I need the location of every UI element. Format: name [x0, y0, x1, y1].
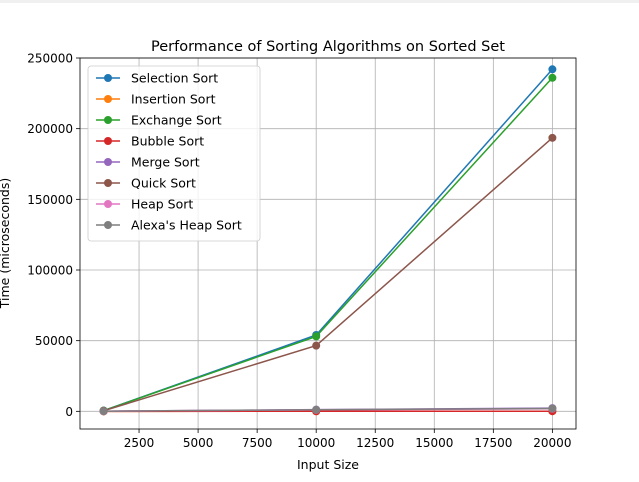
- legend-box: [87, 65, 261, 242]
- y-tick-label: 50000: [35, 334, 73, 348]
- y-axis-label: Time (microseconds): [0, 178, 12, 309]
- legend-label: Alexa's Heap Sort: [131, 218, 242, 233]
- legend-item: Bubble Sort: [96, 134, 204, 149]
- legend-label: Heap Sort: [131, 197, 193, 212]
- data-point: [312, 405, 321, 414]
- y-tick-label: 200000: [27, 122, 73, 136]
- data-point: [548, 73, 557, 82]
- legend-label: Merge Sort: [131, 155, 200, 170]
- legend-marker: [104, 74, 112, 82]
- legend-marker: [104, 200, 112, 208]
- legend-marker: [104, 221, 112, 229]
- series-layer: [99, 65, 557, 416]
- plot-frame: [79, 57, 577, 430]
- legend-marker: [104, 95, 112, 103]
- legend-marker: [104, 179, 112, 187]
- legend-item: Insertion Sort: [96, 92, 216, 107]
- legend-item: Quick Sort: [96, 176, 196, 191]
- y-tick-label: 100000: [27, 264, 73, 278]
- data-point: [548, 133, 557, 142]
- legend-label: Quick Sort: [131, 176, 196, 191]
- legend-marker: [104, 116, 112, 124]
- chart-title: Performance of Sorting Algorithms on Sor…: [151, 39, 505, 55]
- x-axis-ticks: 2500 5000 7500 10000 12500 15000 17500 20000: [124, 429, 571, 450]
- x-axis-label: Input Size: [297, 457, 359, 472]
- data-point: [312, 332, 321, 341]
- legend-item: Selection Sort: [96, 71, 218, 86]
- legend-item: Merge Sort: [96, 155, 200, 170]
- legend-label: Exchange Sort: [131, 113, 222, 128]
- y-tick-label: 250000: [27, 52, 73, 66]
- x-tick-label: 15000: [415, 436, 453, 450]
- x-tick-label: 20000: [533, 436, 571, 450]
- x-tick-label: 7500: [242, 436, 273, 450]
- y-tick-label: 150000: [27, 193, 73, 207]
- x-tick-label: 12500: [356, 436, 394, 450]
- legend-label: Insertion Sort: [131, 92, 216, 107]
- legend-label: Bubble Sort: [131, 134, 204, 149]
- data-point: [99, 407, 108, 416]
- y-axis-ticks: 0 50000 100000 150000 200000 250000: [27, 52, 80, 419]
- y-tick-label: 0: [65, 405, 73, 419]
- legend-item: Heap Sort: [96, 197, 193, 212]
- legend: Selection Sort Insertion Sort Exchange Sor…: [87, 65, 261, 242]
- x-tick-label: 5000: [183, 436, 214, 450]
- legend-label: Selection Sort: [131, 71, 218, 86]
- legend-marker: [104, 137, 112, 145]
- data-point: [548, 404, 557, 413]
- x-tick-label: 17500: [474, 436, 512, 450]
- x-tick-label: 10000: [297, 436, 335, 450]
- data-point: [548, 65, 557, 74]
- legend-item: Alexa's Heap Sort: [96, 218, 242, 233]
- legend-item: Exchange Sort: [96, 113, 222, 128]
- series-alexa-s-heap-sort: [99, 404, 557, 416]
- data-point: [312, 341, 321, 350]
- window-top-strip: [0, 0, 639, 3]
- x-tick-label: 2500: [124, 436, 155, 450]
- legend-marker: [104, 158, 112, 166]
